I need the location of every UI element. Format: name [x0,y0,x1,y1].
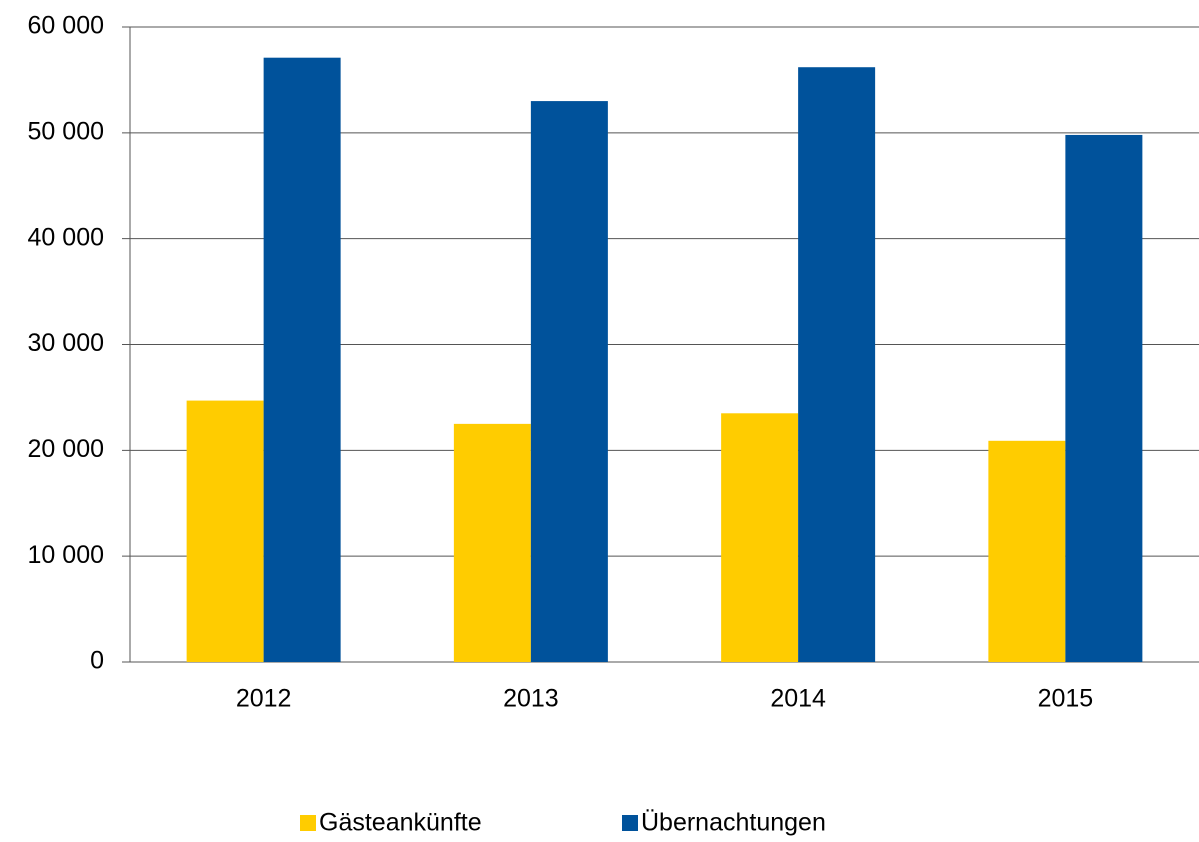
legend-label: Gästeankünfte [319,809,482,837]
bar [721,413,799,662]
x-tick-label: 2013 [503,685,559,713]
y-tick-label: 10 000 [28,541,104,569]
y-tick-label: 30 000 [28,329,104,357]
legend-swatch [300,815,316,831]
x-tick-label: 2012 [236,685,292,713]
y-tick-label: 20 000 [28,435,104,463]
legend-swatch [622,815,638,831]
x-tick-label: 2014 [770,685,826,713]
bar [798,67,876,662]
bar [453,423,531,662]
bar [988,440,1066,662]
y-tick-label: 40 000 [28,223,104,251]
y-tick-label: 60 000 [28,12,104,40]
bar [530,101,608,663]
legend-label: Übernachtungen [641,809,826,837]
bar [263,57,341,663]
y-tick-label: 50 000 [28,117,104,145]
y-tick-label: 0 [90,647,104,675]
bar [1065,134,1143,662]
bar [186,400,264,662]
x-tick-label: 2015 [1038,685,1094,713]
